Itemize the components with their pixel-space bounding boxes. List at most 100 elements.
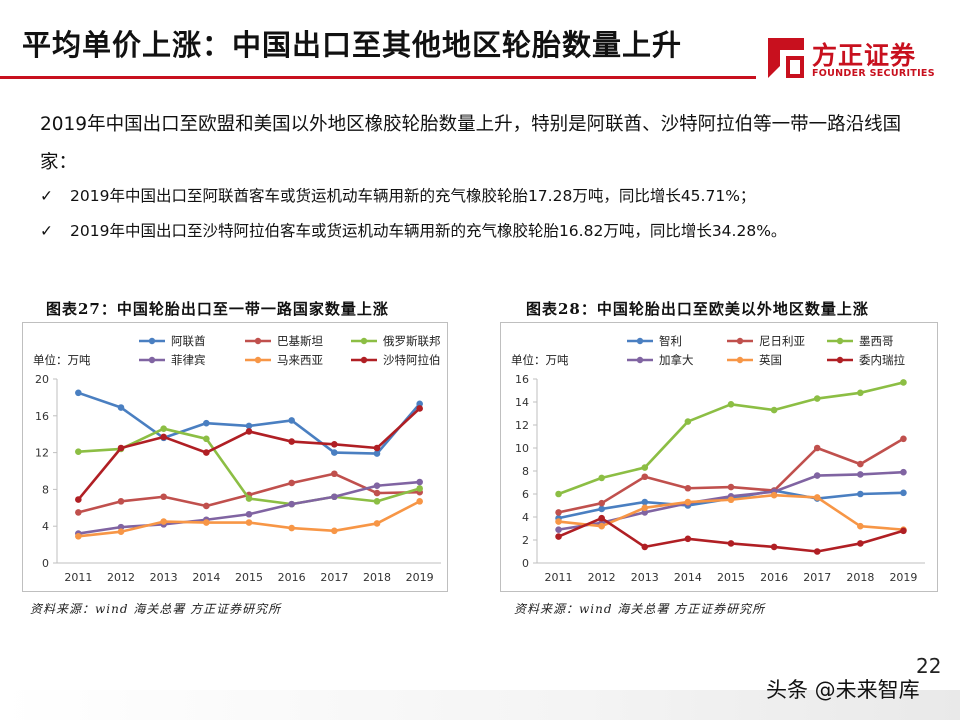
data-point (288, 524, 295, 532)
data-point (416, 485, 423, 492)
data-point (900, 435, 907, 443)
legend-marker (736, 356, 744, 364)
data-point (555, 509, 562, 516)
chart-box-27: 阿联酋 巴基斯坦 俄罗斯联邦 菲律宾 马来西亚 沙特阿拉伯 单位：万吨 0 4 8 12 16 20 20… (22, 322, 448, 592)
checkmark-icon: ✓ (40, 187, 53, 205)
x-tick-label: 2015 (235, 571, 263, 584)
data-point (373, 520, 381, 527)
data-point (598, 499, 605, 507)
legend-marker (148, 337, 156, 345)
legend-marker (836, 356, 844, 364)
data-point (288, 479, 295, 487)
x-tick-label: 2011 (545, 571, 573, 584)
x-tick-label: 2013 (631, 571, 659, 584)
x-tick-label: 2012 (107, 571, 135, 584)
x-tick-label: 2012 (588, 571, 616, 584)
data-point (684, 498, 692, 506)
data-point (900, 489, 907, 497)
data-point (117, 498, 125, 505)
brand-subname: FOUNDER SECURITIES (812, 68, 935, 79)
x-tick-label: 2017 (803, 571, 831, 584)
data-point (857, 522, 864, 530)
data-point (684, 535, 692, 543)
data-point (160, 493, 167, 501)
data-point (331, 527, 338, 535)
y-tick-label: 12 (35, 447, 49, 460)
watermark: 头条 @未来智库 (766, 678, 920, 702)
footer-band (0, 690, 960, 720)
unit-label: 单位：万吨 (511, 353, 569, 367)
x-tick-label: 2014 (674, 571, 702, 584)
data-point (770, 491, 778, 499)
data-point (373, 444, 381, 452)
data-point (770, 406, 778, 414)
chart-source-27: 资料来源：wind 海关总署 方正证券研究所 (30, 602, 282, 616)
data-point (813, 472, 821, 479)
data-point (245, 428, 253, 435)
data-point (416, 405, 423, 412)
data-point (555, 526, 562, 533)
x-tick-label: 2014 (192, 571, 220, 584)
data-point (813, 548, 821, 555)
y-tick-label: 0 (42, 557, 49, 570)
brand-logo: 方正证券 FOUNDER SECURITIES (766, 36, 936, 84)
data-point (117, 523, 125, 531)
data-point (75, 509, 82, 516)
data-point (641, 464, 649, 471)
data-point (75, 389, 82, 397)
legend-item: 英国 (727, 353, 782, 367)
data-point (900, 468, 907, 476)
legend-marker (148, 356, 156, 364)
data-point (555, 518, 562, 525)
data-point (331, 493, 338, 501)
legend-label: 墨西哥 (859, 334, 894, 348)
bullet-item: ✓ 2019年中国出口至阿联酋客车或货运机动车辆用新的充气橡胶轮胎17.28万吨，… (40, 184, 755, 206)
data-point (160, 518, 167, 525)
data-point (900, 379, 907, 386)
data-point (245, 510, 253, 518)
y-tick-label: 6 (522, 488, 529, 501)
series-line (558, 381, 904, 496)
legend-label: 菲律宾 (171, 353, 206, 367)
data-point (727, 496, 735, 504)
y-tick-label: 10 (515, 442, 529, 455)
bullet-text: 2019年中国出口至沙特阿拉伯客车或货运机动车辆用新的充气橡胶轮胎16.82万吨… (70, 222, 787, 240)
legend-label: 沙特阿拉伯 (383, 353, 441, 367)
data-point (373, 489, 381, 497)
data-point (203, 419, 210, 427)
data-point (160, 433, 167, 441)
legend-item: 阿联酋 (139, 334, 206, 348)
data-point (331, 470, 338, 478)
data-point (160, 425, 167, 432)
legend-label: 委内瑞拉 (859, 353, 905, 367)
legend-marker (360, 337, 368, 345)
header-rule (0, 76, 756, 79)
data-point (900, 527, 907, 535)
y-tick-label: 16 (35, 410, 49, 423)
legend-label: 阿联酋 (171, 334, 206, 348)
legend-marker (636, 356, 644, 364)
x-tick-label: 2019 (406, 571, 434, 584)
legend-item: 沙特阿拉伯 (351, 353, 441, 367)
data-point (416, 400, 423, 408)
data-point (288, 438, 295, 445)
intro-paragraph: 2019年中国出口至欧盟和美国以外地区橡胶轮胎数量上升，特别是阿联酋、沙特阿拉伯… (40, 114, 902, 173)
data-point (857, 540, 864, 547)
legend-item: 尼日利亚 (727, 334, 805, 348)
data-point (203, 449, 210, 456)
legend-item: 俄罗斯联邦 (351, 334, 441, 348)
y-tick-label: 16 (515, 373, 529, 386)
data-point (373, 450, 381, 457)
data-point (203, 519, 210, 526)
data-point (203, 502, 210, 510)
data-point (373, 498, 381, 505)
legend-marker (636, 337, 644, 345)
unit-label: 单位：万吨 (33, 353, 91, 367)
legend-item: 菲律宾 (139, 353, 206, 367)
data-point (684, 418, 692, 425)
bullet-item: ✓ 2019年中国出口至沙特阿拉伯客车或货运机动车辆用新的充气橡胶轮胎16.82万… (40, 219, 786, 241)
series-line (78, 500, 421, 538)
legend-item: 智利 (627, 334, 682, 348)
legend-label: 英国 (759, 353, 782, 367)
data-point (641, 504, 649, 512)
